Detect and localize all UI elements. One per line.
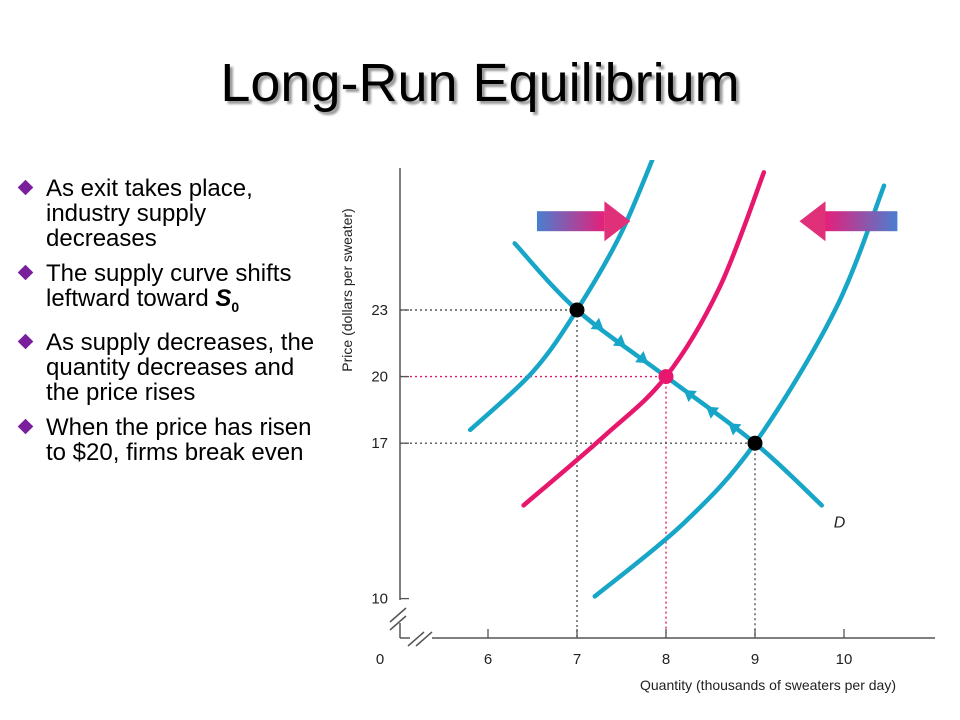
diamond-bullet-icon [17, 333, 34, 350]
bullet-text: When the price has risen to $20, firms b… [46, 413, 312, 466]
slide-title: Long-Run Equilibrium [220, 53, 740, 113]
movement-arrowhead [590, 317, 604, 330]
diamond-bullet-icon [17, 179, 34, 196]
bullet-item: When the price has risen to $20, firms b… [17, 413, 318, 466]
axis-break-mark [407, 631, 425, 647]
diamond-bullet-icon [17, 418, 34, 435]
movement-arrowhead [728, 423, 742, 436]
curve-label-d: D [834, 514, 846, 531]
axis-break-mark [389, 607, 407, 623]
movement-arrowhead [706, 406, 720, 419]
diamond-bullet-icon [17, 264, 34, 281]
shift-arrow-body [536, 211, 605, 232]
shift-arrow-head [604, 201, 631, 242]
axis-break-mark [389, 615, 407, 631]
y-tick-label: 30 [371, 160, 388, 164]
x-tick-label: 6 [484, 651, 492, 668]
movement-arrowhead [635, 351, 649, 364]
x-tick-label: 8 [662, 651, 670, 668]
shift-arrow-head [799, 201, 826, 242]
y-tick-label: 10 [371, 591, 388, 608]
bullet-text: As exit takes place, industry supply dec… [46, 175, 253, 252]
equilibrium-point [658, 369, 674, 385]
equilibrium-point [747, 435, 763, 451]
bullet-text: The supply curve shifts leftward toward [46, 260, 292, 312]
y-tick-label: 17 [371, 435, 388, 452]
bullet-text: As supply decreases, the quantity decrea… [46, 328, 315, 406]
y-tick-label: 23 [371, 302, 388, 319]
y-axis-title: Price (dollars per sweater) [339, 208, 355, 371]
bullet-emphasis: S [215, 285, 232, 312]
x-axis-title: Quantity (thousands of sweaters per day) [640, 677, 896, 693]
bullet-item: As exit takes place, industry supply dec… [17, 175, 318, 252]
curve-s-a [467, 160, 655, 433]
movement-arrowhead [612, 334, 626, 347]
axis-break-mark [415, 631, 433, 647]
bullet-subscript: 0 [231, 298, 240, 315]
equilibrium-point [569, 302, 585, 318]
shift-arrow-body [825, 211, 898, 232]
x-tick-label: 9 [751, 651, 759, 668]
bullet-list: As exit takes place, industry supply dec… [17, 175, 318, 475]
x-tick-label: 7 [573, 651, 581, 668]
origin-label: 0 [376, 651, 384, 668]
curve-s-b [592, 183, 887, 599]
bullet-item: The supply curve shifts leftward toward … [17, 260, 318, 320]
movement-arrowhead [683, 389, 697, 403]
y-tick-label: 20 [371, 369, 388, 386]
supply-demand-chart: 10 17 20 23 30 6 7 8 9 10 0 Quantity (thousands of … [339, 160, 935, 693]
x-tick-label: 10 [836, 651, 853, 668]
bullet-item: As supply decreases, the quantity decrea… [17, 328, 318, 406]
